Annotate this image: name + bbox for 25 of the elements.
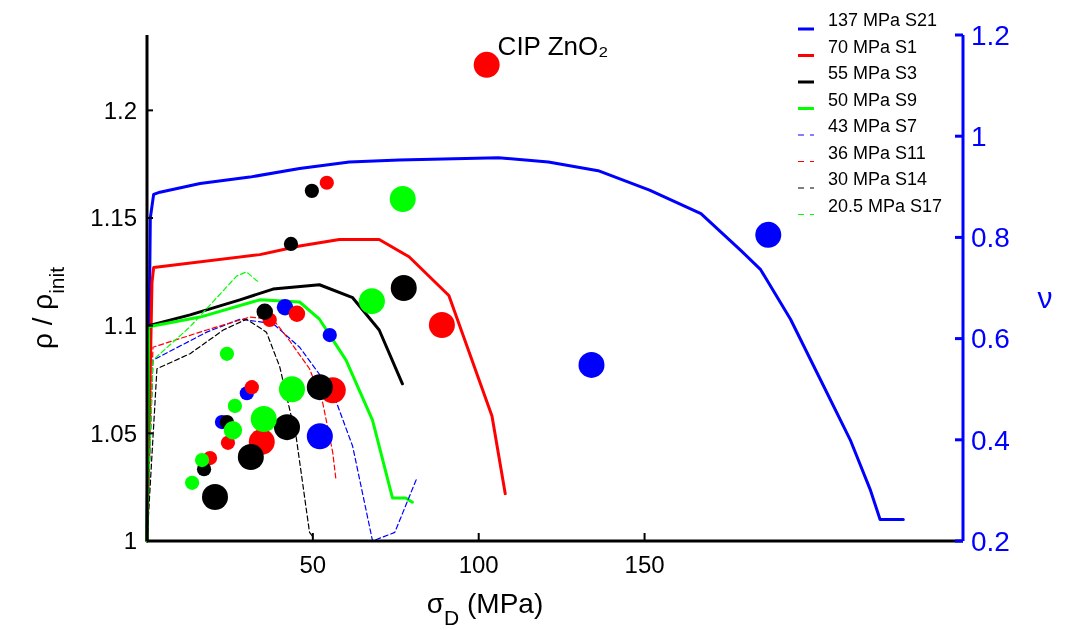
y2-axis-title: ν	[1037, 281, 1053, 314]
chart-title: CIP ZnO₂	[497, 31, 609, 61]
legend-label: 50 MPa S9	[828, 89, 918, 110]
legend-label: 70 MPa S1	[828, 36, 918, 57]
legend-label: 137 MPa S21	[828, 10, 938, 31]
x-tick-label: 50	[299, 551, 327, 578]
legend-label: 55 MPa S3	[828, 63, 918, 84]
y2-tick-label: 1	[971, 121, 987, 152]
y-tick-label: 1.2	[103, 96, 137, 124]
y2-tick-label: 1.2	[971, 19, 1010, 51]
legend-label: 20.5 MPa S17	[828, 195, 943, 216]
y-tick-label: 1.05	[90, 419, 137, 447]
x-axis-title: σ$_{D}$ (MPa)	[426, 588, 544, 629]
legend-label: 43 MPa S7	[828, 116, 918, 137]
legend-label: 36 MPa S11	[828, 142, 926, 163]
y2-tick-label: 0.8	[971, 222, 1010, 254]
y2-tick-label: 0.6	[971, 323, 1010, 355]
x-tick-label: 150	[624, 551, 665, 578]
y2-tick-label: 0.2	[971, 525, 1010, 557]
y-tick-label: 1	[123, 527, 137, 555]
y2-tick-label: 0.4	[971, 424, 1010, 456]
legend-label: 30 MPa S14	[828, 169, 928, 190]
y-tick-label: 1.15	[90, 204, 137, 232]
x-tick-label: 100	[458, 551, 499, 578]
y-tick-label: 1.1	[103, 312, 137, 340]
